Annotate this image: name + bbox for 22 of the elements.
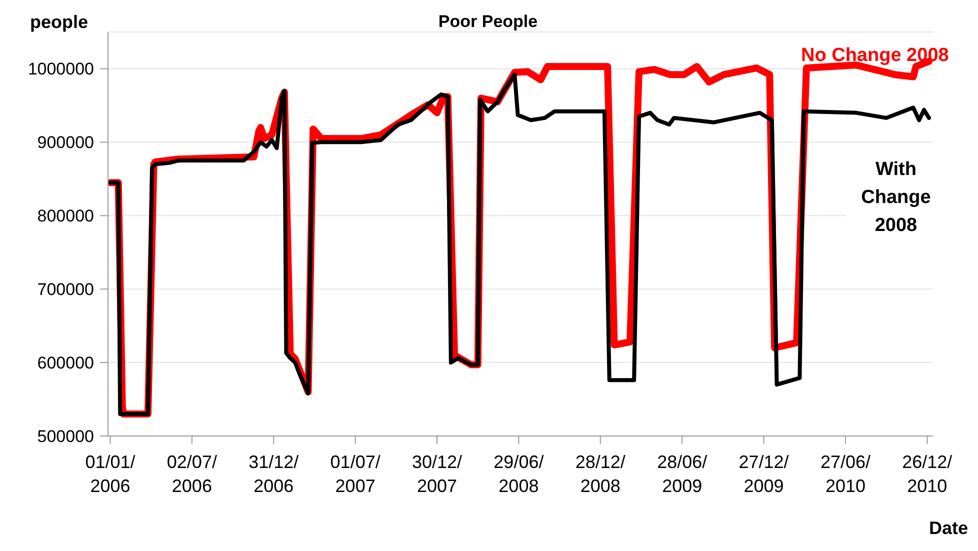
x-tick-label: 31/12/2006	[248, 452, 299, 496]
x-tick-label: 26/12/2010	[902, 452, 952, 496]
x-tick-label: 30/12/2007	[412, 452, 462, 496]
y-tick-label: 800000	[37, 206, 94, 226]
y-tick-label: 700000	[37, 280, 94, 300]
x-tick-label: 27/06/2010	[820, 452, 870, 496]
x-axis-title: Date	[928, 518, 968, 539]
x-tick-label: 02/07/2006	[166, 452, 217, 496]
y-tick-label: 500000	[37, 427, 94, 446]
x-tick-label: 29/06/2008	[494, 452, 544, 496]
x-tick-label: 28/06/2009	[657, 452, 708, 496]
x-tick-label: 01/07/2007	[330, 452, 380, 496]
y-tick-label: 1000000	[28, 60, 94, 79]
series-label: No Change 2008	[801, 44, 950, 68]
chart-title: Poor People	[438, 12, 538, 31]
y-tick-label: 900000	[37, 133, 94, 152]
y-tick-label: 600000	[37, 354, 94, 373]
x-tick-label: 27/12/2009	[738, 452, 789, 496]
x-tick-label: 01/01/2006	[85, 452, 136, 496]
text: With Change 2008	[846, 156, 946, 240]
x-tick-label: 28/12/2008	[575, 452, 626, 496]
y-axis-title: people	[30, 12, 88, 33]
